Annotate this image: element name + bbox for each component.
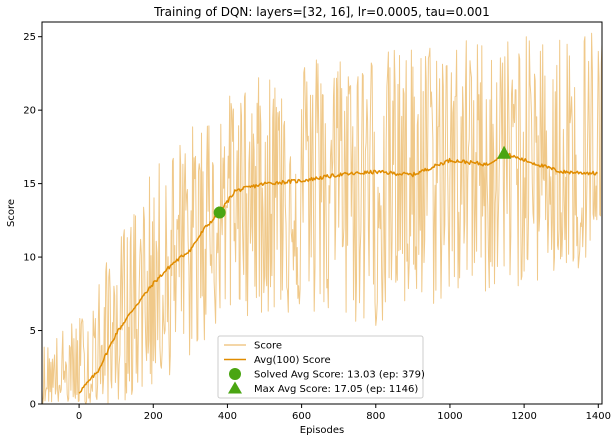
x-tick-label: 1000 — [437, 411, 462, 422]
x-tick-label: 600 — [292, 411, 311, 422]
y-tick-label: 5 — [30, 326, 36, 337]
x-axis-label: Episodes — [300, 425, 344, 436]
plot-frame — [41, 21, 603, 405]
markers — [213, 145, 512, 219]
legend-swatch-max — [228, 381, 242, 394]
legend-label: Score — [254, 341, 282, 352]
x-tick-label: 800 — [366, 411, 385, 422]
x-tick-label: 400 — [218, 411, 237, 422]
y-tick-label: 15 — [23, 179, 36, 190]
y-axis-label: Score — [6, 199, 17, 227]
legend-swatch-solved — [229, 368, 241, 380]
legend: Score Avg(100) Score Solved Avg Score: 13.… — [217, 335, 425, 399]
avg-series — [78, 152, 599, 394]
legend-label: Max Avg Score: 17.05 (ep: 1146) — [254, 384, 418, 395]
legend-box — [217, 335, 424, 399]
axes — [41, 21, 603, 405]
x-tick-label: 1200 — [511, 411, 536, 422]
chart-title: Training of DQN: layers=[32, 16], lr=0.0… — [153, 5, 490, 19]
max-marker — [497, 145, 512, 159]
score-series — [41, 32, 603, 405]
score-line — [41, 32, 603, 405]
y-tick-label: 20 — [23, 106, 36, 117]
x-tick-label: 200 — [144, 411, 163, 422]
y-tick-label: 25 — [23, 32, 36, 43]
solved-marker — [213, 206, 226, 219]
x-tick-label: 1400 — [586, 411, 611, 422]
y-tick-label: 10 — [23, 253, 36, 264]
y-ticks: 0 5 10 15 20 25 — [23, 32, 42, 411]
avg-line — [78, 152, 599, 394]
legend-label: Avg(100) Score — [254, 355, 331, 366]
legend-items: Score Avg(100) Score Solved Avg Score: 13.… — [224, 341, 425, 395]
x-ticks: 0 200 400 600 800 1000 1200 1400 — [76, 404, 611, 422]
y-tick-label: 0 — [30, 400, 36, 411]
legend-label: Solved Avg Score: 13.03 (ep: 379) — [254, 370, 425, 381]
x-tick-label: 0 — [76, 411, 82, 422]
